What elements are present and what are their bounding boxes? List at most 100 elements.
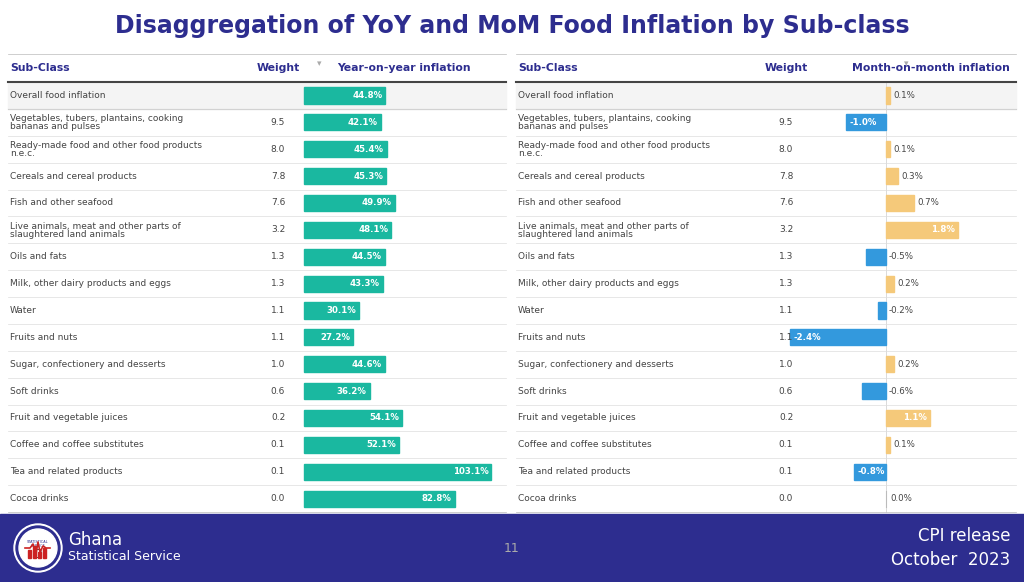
Circle shape xyxy=(18,528,58,568)
Text: Fruit and vegetable juices: Fruit and vegetable juices xyxy=(10,413,128,423)
Text: 3.2: 3.2 xyxy=(271,225,285,235)
Text: Ghana: Ghana xyxy=(68,531,122,549)
Text: 1.0: 1.0 xyxy=(270,360,286,368)
Text: 1.3: 1.3 xyxy=(779,252,794,261)
Text: 1.1%: 1.1% xyxy=(903,413,927,423)
Text: 0.1%: 0.1% xyxy=(893,91,914,100)
Text: -2.4%: -2.4% xyxy=(793,333,820,342)
Text: 3.2: 3.2 xyxy=(779,225,794,235)
Text: 0.6: 0.6 xyxy=(779,386,794,396)
Text: 7.6: 7.6 xyxy=(270,198,286,207)
Text: n.e.c.: n.e.c. xyxy=(10,149,35,158)
Circle shape xyxy=(16,526,60,570)
Text: 36.2%: 36.2% xyxy=(337,386,367,396)
Text: 0.1: 0.1 xyxy=(270,467,286,476)
Text: slaughtered land animals: slaughtered land animals xyxy=(10,230,125,239)
Text: 1.3: 1.3 xyxy=(779,279,794,288)
Text: Tea and related products: Tea and related products xyxy=(518,467,631,476)
Text: 0.6: 0.6 xyxy=(270,386,286,396)
Text: 0.0%: 0.0% xyxy=(890,494,912,503)
Bar xyxy=(304,491,455,506)
Text: Cocoa drinks: Cocoa drinks xyxy=(10,494,69,503)
Text: 9.5: 9.5 xyxy=(270,118,286,127)
Text: -0.6%: -0.6% xyxy=(889,386,914,396)
Bar xyxy=(304,436,398,453)
Text: 27.2%: 27.2% xyxy=(321,333,350,342)
Text: Year-on-year inflation: Year-on-year inflation xyxy=(337,63,471,73)
Bar xyxy=(304,410,402,426)
Text: Vegetables, tubers, plantains, cooking: Vegetables, tubers, plantains, cooking xyxy=(10,114,183,123)
Text: 1.3: 1.3 xyxy=(270,252,286,261)
Text: 0.1: 0.1 xyxy=(779,467,794,476)
Text: 45.3%: 45.3% xyxy=(353,172,383,180)
Bar xyxy=(0,514,1024,582)
Text: Water: Water xyxy=(10,306,37,315)
Text: 44.6%: 44.6% xyxy=(352,360,382,368)
Bar xyxy=(886,410,930,426)
Text: ▾: ▾ xyxy=(316,59,322,68)
Text: Fruits and nuts: Fruits and nuts xyxy=(518,333,586,342)
Text: Sub-Class: Sub-Class xyxy=(518,63,578,73)
Text: 0.0: 0.0 xyxy=(779,494,794,503)
Text: 1.1: 1.1 xyxy=(779,333,794,342)
Text: bananas and pulses: bananas and pulses xyxy=(518,122,608,132)
Text: Sugar, confectionery and desserts: Sugar, confectionery and desserts xyxy=(10,360,166,368)
Circle shape xyxy=(19,529,57,567)
Text: Disaggregation of YoY and MoM Food Inflation by Sub-class: Disaggregation of YoY and MoM Food Infla… xyxy=(115,14,909,38)
Text: Live animals, meat and other parts of: Live animals, meat and other parts of xyxy=(10,222,181,231)
Bar xyxy=(304,464,492,480)
Text: Weight: Weight xyxy=(764,63,808,73)
Text: Cereals and cereal products: Cereals and cereal products xyxy=(10,172,137,180)
Circle shape xyxy=(16,526,60,570)
Text: 1.1: 1.1 xyxy=(270,306,286,315)
Text: SERVICE: SERVICE xyxy=(31,544,45,548)
Text: 9.5: 9.5 xyxy=(779,118,794,127)
Circle shape xyxy=(14,524,62,572)
Text: Coffee and coffee substitutes: Coffee and coffee substitutes xyxy=(10,441,143,449)
Bar xyxy=(862,383,886,399)
Text: 1.8%: 1.8% xyxy=(931,225,955,235)
Text: Ready-made food and other food products: Ready-made food and other food products xyxy=(10,141,202,150)
Bar xyxy=(304,329,353,345)
Bar xyxy=(28,550,31,558)
Text: 0.1%: 0.1% xyxy=(893,441,914,449)
Text: 45.4%: 45.4% xyxy=(353,145,384,154)
Text: Soft drinks: Soft drinks xyxy=(518,386,566,396)
Text: slaughtered land animals: slaughtered land animals xyxy=(518,230,633,239)
Bar xyxy=(304,303,358,318)
Text: Tea and related products: Tea and related products xyxy=(10,467,123,476)
Bar xyxy=(886,195,914,211)
Text: 0.0: 0.0 xyxy=(270,494,286,503)
Text: Fish and other seafood: Fish and other seafood xyxy=(518,198,622,207)
Text: 0.3%: 0.3% xyxy=(901,172,923,180)
Bar xyxy=(43,548,46,558)
Text: 11: 11 xyxy=(504,541,520,555)
Text: bananas and pulses: bananas and pulses xyxy=(10,122,100,132)
Text: Milk, other dairy products and eggs: Milk, other dairy products and eggs xyxy=(518,279,679,288)
Text: 8.0: 8.0 xyxy=(270,145,286,154)
Text: 1.1: 1.1 xyxy=(779,306,794,315)
Text: -0.8%: -0.8% xyxy=(857,467,885,476)
Text: 0.2%: 0.2% xyxy=(897,360,919,368)
Text: Overall food inflation: Overall food inflation xyxy=(518,91,613,100)
Text: Sub-Class: Sub-Class xyxy=(10,63,70,73)
Bar xyxy=(304,195,394,211)
Bar xyxy=(878,303,886,318)
Text: Coffee and coffee substitutes: Coffee and coffee substitutes xyxy=(518,441,651,449)
Text: n.e.c.: n.e.c. xyxy=(518,149,543,158)
Text: Month-on-month inflation: Month-on-month inflation xyxy=(852,63,1010,73)
Text: 43.3%: 43.3% xyxy=(350,279,380,288)
Text: Ready-made food and other food products: Ready-made food and other food products xyxy=(518,141,710,150)
Text: Fruit and vegetable juices: Fruit and vegetable juices xyxy=(518,413,636,423)
Text: 1.0: 1.0 xyxy=(779,360,794,368)
Text: ▾: ▾ xyxy=(904,59,908,68)
Text: 0.7%: 0.7% xyxy=(918,198,939,207)
Text: 82.8%: 82.8% xyxy=(422,494,452,503)
Bar xyxy=(33,546,36,558)
Text: Live animals, meat and other parts of: Live animals, meat and other parts of xyxy=(518,222,689,231)
Bar xyxy=(304,249,385,265)
Text: 42.1%: 42.1% xyxy=(347,118,378,127)
Text: 📊: 📊 xyxy=(35,547,41,557)
Text: 54.1%: 54.1% xyxy=(370,413,399,423)
Text: Weight: Weight xyxy=(256,63,300,73)
